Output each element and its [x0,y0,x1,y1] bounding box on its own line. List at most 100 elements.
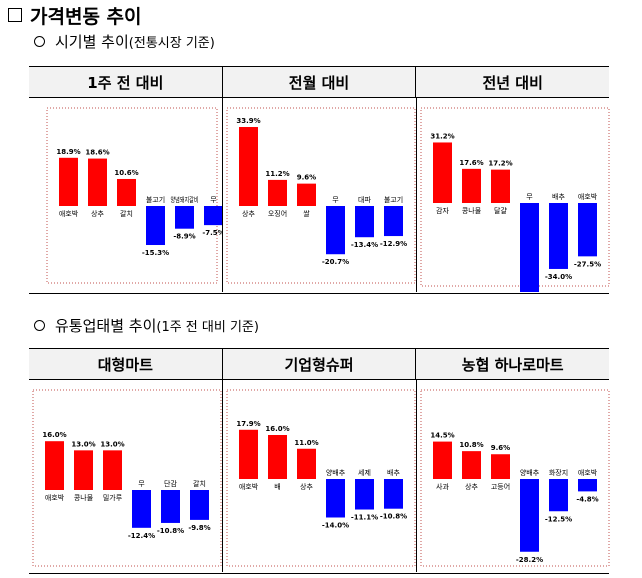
value-label: -10.8% [380,513,407,521]
chart-week: 18.9% 애호박 18.6% 상추 10.6% 갈치 -15.3% 불고기 -8.9% 양념돼지… [46,107,225,284]
bar [204,206,223,226]
value-label: 33.9% [236,117,260,125]
bar [578,203,597,257]
bar [103,450,122,490]
category-label: 배추 [387,468,400,477]
value-label: 14.5% [430,432,454,440]
bar [433,441,452,479]
bar [491,454,510,479]
value-label: 10.6% [114,169,138,177]
header-hanaro: 농협 하나로마트 [461,355,564,374]
bar [161,490,180,523]
bar [578,479,597,492]
header-month: 전월 대비 [223,67,417,97]
category-label: 양념돼지갈비 [171,195,199,204]
category-label: 상추 [465,482,478,491]
bar [549,203,568,269]
value-label: 13.0% [71,440,95,448]
value-label: 18.6% [85,149,109,157]
category-label: 양배추 [326,468,346,477]
bar [117,178,136,206]
chart-frame [46,107,218,284]
category-label: 불고기 [384,195,403,204]
bar [462,168,481,203]
chart-cell-hanaro: 14.5% 사과 10.8% 상추 9.6% 고등어 -28.2% 양배추 -12.5% 화장지 -… [417,380,610,572]
period-table-body: 18.9% 애호박 18.6% 상추 10.6% 갈치 -15.3% 불고기 -8.9% 양념돼지… [29,98,610,311]
category-label: 화장지 [549,468,568,477]
section1-title: 시기별 추이 (전통시장 기준) [34,30,215,52]
bar [268,435,287,479]
chart-cell-week: 18.9% 애호박 18.6% 상추 10.6% 갈치 -15.3% 불고기 -8.9% 양념돼지… [29,98,225,292]
chart-cell-month: 33.9% 상추 11.2% 오징어 9.6% 쌀 -20.7% 무 -13.4% 대파 -12.9… [223,98,417,292]
category-label: 대파 [358,195,371,204]
chart-year: 31.2%감자17.6%콩나물17.2%달걀-49.3%무-34.0%배추-27… [420,107,610,311]
chart-frame [226,389,416,567]
value-label: -11.1% [351,514,378,522]
value-label: 13.0% [100,440,124,448]
category-label: 단감 [164,479,177,488]
value-label: -28.2% [516,556,543,564]
period-table-header: 1주 전 대비 전월 대비 전년 대비 [29,67,609,98]
value-label: -20.7% [322,258,349,266]
category-label: 쌀 [303,209,310,218]
category-label: 배 [274,482,280,491]
value-label: 17.2% [488,160,512,168]
bar [88,158,107,206]
bar [326,479,345,518]
category-label: 갈치 [120,209,133,218]
chart-frame [32,389,222,567]
category-label: 상추 [300,482,313,491]
category-label: 감자 [436,206,449,215]
value-label: 9.6% [297,174,316,182]
value-label: -12.9% [380,240,407,248]
chart-frame [420,389,610,567]
chart-frame [226,107,416,284]
section2-title: 유통업태별 추이 (1주 전 대비 기준) [34,314,259,336]
bar [239,429,258,479]
category-label: 고등어 [491,482,510,491]
category-label: 밀가루 [103,493,123,502]
checkbox-square-icon [8,8,22,22]
value-label: -12.4% [128,532,155,540]
circle-bullet-icon [34,319,45,331]
value-label: -14.0% [322,522,349,530]
value-label: -12.5% [545,515,572,523]
period-table: 1주 전 대비 전월 대비 전년 대비 18.9% 애호박 18.6% 상추 10.6%… [29,66,610,311]
chart-mart: 16.0% 애호박 13.0% 콩나물 13.0% 밀가루 -12.4% 무 -10.8% 단감 -… [32,389,222,567]
channel-table-body: 16.0% 애호박 13.0% 콩나물 13.0% 밀가루 -12.4% 무 -10.8% 단감 -… [29,380,610,572]
bar [520,203,539,299]
bar [297,448,316,479]
category-label: 상추 [91,209,104,218]
bar [355,206,374,238]
category-label: 불고기 [146,195,165,204]
bar [491,169,510,203]
category-label: 세제 [358,468,371,477]
value-label: 11.0% [294,439,318,447]
value-label: 17.9% [236,420,260,428]
channel-table: 대형마트 기업형슈퍼 농협 하나로마트 16.0% 애호박 13.0% 콩나물 13.0… [29,348,610,574]
bar [190,490,209,520]
bar [326,206,345,255]
header-mart: 대형마트 [29,349,223,379]
value-label: -9.8% [188,524,210,532]
category-label: 무 [138,480,145,488]
category-label: 갈치 [193,479,206,488]
category-label: 무 [332,196,339,204]
section2-note: (1주 전 대비 기준) [156,319,259,335]
category-label: 양배추 [520,468,540,477]
category-label: 콩나물 [462,206,482,215]
value-label: -27.5% [574,260,601,268]
bar [297,183,316,206]
chart-cell-ssm: 17.9% 애호박 16.0% 배 11.0% 상추 -14.0% 양배추 -11.1% 세제 -1… [223,380,417,572]
value-label: -7.5% [202,229,222,237]
bar [384,479,403,509]
value-label: 11.2% [265,170,289,178]
section1-title-text: 시기별 추이 [55,32,129,51]
value-label: 16.0% [42,431,66,439]
bar [355,479,374,510]
bar [59,157,78,206]
value-label: -15.3% [142,249,169,257]
category-label: 애호박 [45,493,65,502]
bar [74,450,93,490]
category-label: 상추 [242,209,255,218]
